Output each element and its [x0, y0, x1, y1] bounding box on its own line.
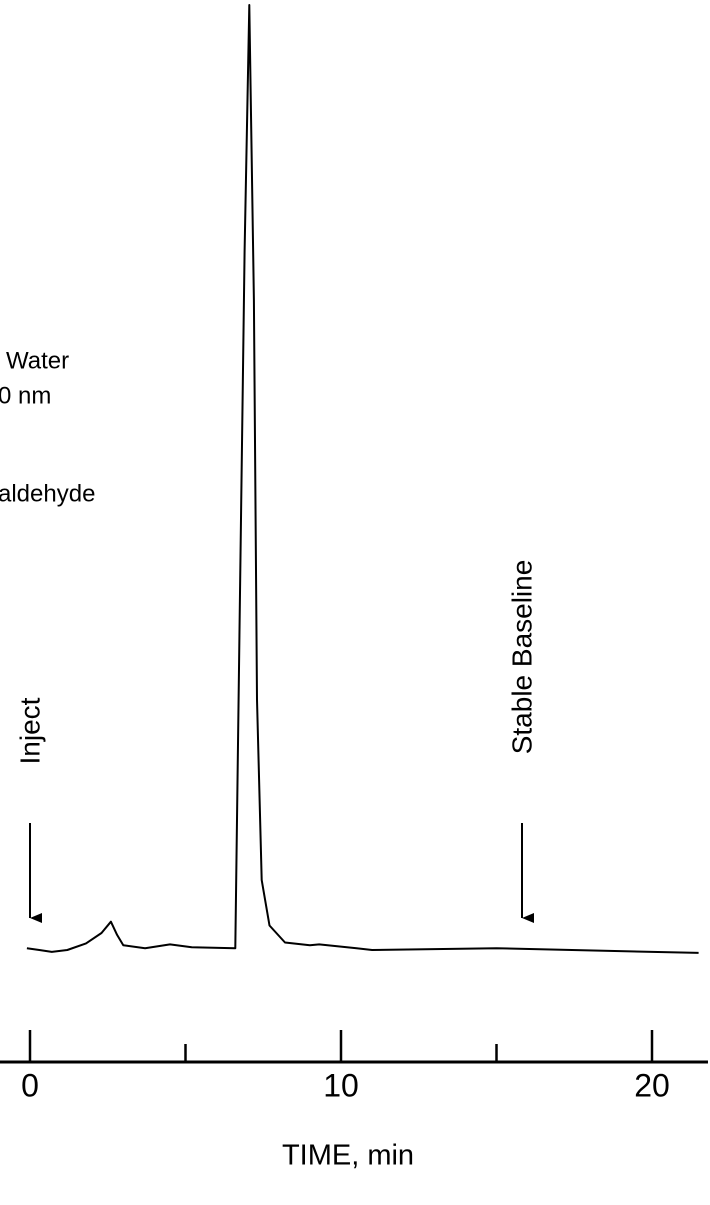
annotation: aldehyde: [0, 480, 95, 507]
baseline-label: Stable Baseline: [506, 560, 537, 755]
annotation: Water: [6, 347, 69, 374]
trace: [26, 4, 699, 954]
x-tick-label: 10: [323, 1067, 359, 1103]
x-axis-label: TIME, min: [282, 1140, 414, 1172]
x-tick-label: 20: [634, 1067, 670, 1103]
inject-label: Inject: [14, 697, 45, 764]
x-tick-label: 0: [21, 1067, 39, 1103]
annotation: 0 nm: [0, 382, 51, 409]
